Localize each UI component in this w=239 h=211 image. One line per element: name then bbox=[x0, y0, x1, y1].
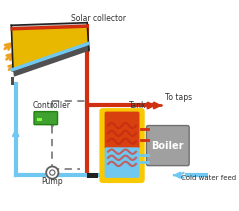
FancyBboxPatch shape bbox=[105, 112, 140, 149]
Circle shape bbox=[46, 166, 58, 179]
Bar bbox=[87, 173, 98, 178]
Bar bbox=[38, 118, 42, 121]
Polygon shape bbox=[11, 77, 14, 85]
Polygon shape bbox=[11, 27, 89, 71]
FancyBboxPatch shape bbox=[99, 108, 145, 183]
Polygon shape bbox=[13, 45, 90, 77]
Text: Boiler: Boiler bbox=[152, 141, 184, 151]
Text: Cold water feed: Cold water feed bbox=[181, 174, 236, 181]
Text: Tank: Tank bbox=[129, 101, 147, 110]
FancyBboxPatch shape bbox=[105, 147, 140, 178]
Text: Solar collector: Solar collector bbox=[71, 14, 126, 23]
Text: Controller: Controller bbox=[32, 101, 70, 110]
FancyBboxPatch shape bbox=[34, 112, 58, 125]
Text: To taps: To taps bbox=[165, 93, 192, 102]
Text: Pump: Pump bbox=[42, 177, 63, 186]
FancyBboxPatch shape bbox=[147, 126, 189, 166]
Polygon shape bbox=[11, 23, 87, 30]
